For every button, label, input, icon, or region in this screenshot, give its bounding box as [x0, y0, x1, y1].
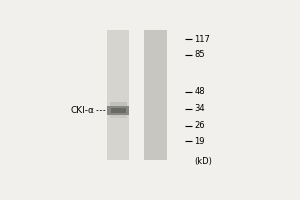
Bar [110, 102, 127, 106]
Text: 19: 19 [194, 137, 205, 146]
Bar [107, 30, 129, 160]
Text: 48: 48 [194, 87, 205, 96]
Text: 117: 117 [194, 35, 210, 44]
Bar [145, 30, 166, 160]
Text: 34: 34 [194, 104, 205, 113]
Text: 85: 85 [194, 50, 205, 59]
Bar [110, 114, 127, 118]
Bar [111, 108, 126, 113]
Text: (kD): (kD) [194, 157, 212, 166]
Text: CKI-α: CKI-α [70, 106, 94, 115]
Bar [107, 106, 129, 115]
Text: 26: 26 [194, 121, 205, 130]
